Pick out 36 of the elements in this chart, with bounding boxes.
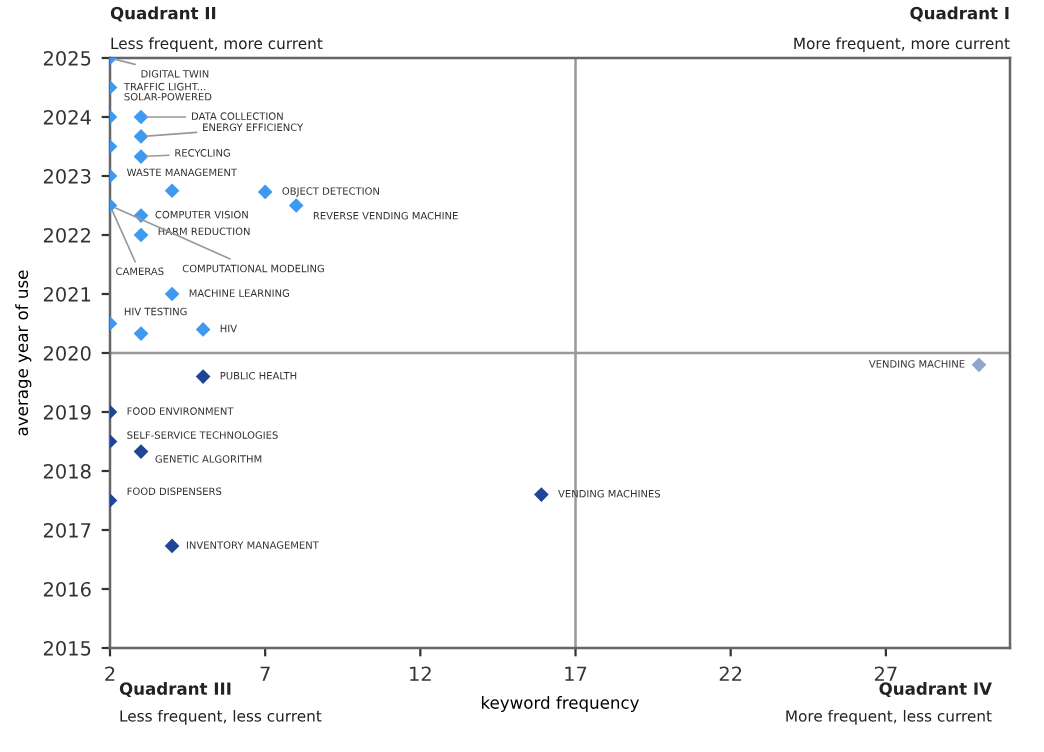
y-tick-label: 2024	[43, 109, 91, 125]
y-tick-label: 2025	[43, 50, 91, 66]
point	[133, 109, 149, 125]
y-tick-label: 2018	[43, 463, 91, 479]
point	[288, 198, 304, 213]
point	[195, 322, 211, 337]
point	[133, 326, 149, 341]
point	[257, 184, 273, 200]
y-tick-label: 2019	[43, 404, 91, 420]
y-tick-label: 2022	[43, 227, 90, 243]
x-axis-title: keyword frequency	[482, 695, 640, 713]
x-tick-label: 27	[874, 666, 897, 681]
text: Quadrant I	[910, 6, 1009, 22]
y-tick-label: 2023	[43, 168, 91, 184]
point	[133, 444, 149, 459]
point	[133, 227, 149, 243]
text: Quadrant II	[110, 6, 216, 22]
x-tick-label: 2	[105, 666, 115, 681]
point	[534, 487, 549, 502]
y-tick-label: 2016	[43, 581, 91, 597]
point	[164, 286, 180, 302]
y-tick-label: 2021	[43, 286, 91, 302]
y-tick-label: 2017	[43, 522, 91, 538]
text: Quadrant III	[119, 682, 231, 698]
point	[164, 538, 180, 554]
x-tick-label: 7	[260, 666, 270, 681]
y-tick-label: 2015	[43, 640, 91, 656]
x-tick-label: 22	[719, 666, 742, 681]
point	[195, 369, 211, 384]
y-tick-label: 2020	[43, 345, 91, 361]
point	[164, 183, 180, 199]
text: Quadrant IV	[879, 682, 992, 698]
point	[971, 357, 987, 373]
x-tick-label: 12	[410, 666, 431, 681]
y-axis-title: average year of use	[15, 270, 32, 436]
x-tick-label: 17	[565, 666, 587, 681]
